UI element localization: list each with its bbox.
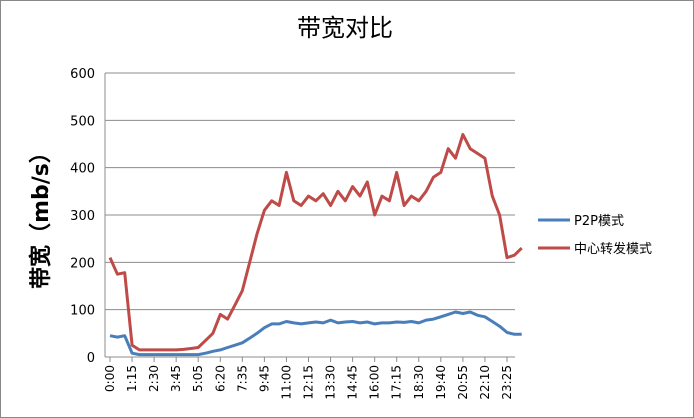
chart-title: 带宽对比 xyxy=(297,14,393,42)
x-tick-label: 0:00 xyxy=(103,365,117,392)
x-tick-label: 13:30 xyxy=(324,365,338,400)
y-axis-label: 带宽（mb/s） xyxy=(28,141,54,289)
y-tick-label: 500 xyxy=(70,114,95,129)
x-tick-label: 22:10 xyxy=(478,365,492,400)
legend-label: 中心转发模式 xyxy=(574,241,652,257)
x-tick-label: 9:45 xyxy=(257,365,271,392)
x-tick-label: 18:30 xyxy=(412,365,426,400)
y-tick-label: 300 xyxy=(70,209,95,224)
x-tick-label: 1:15 xyxy=(125,365,139,392)
x-tick-label: 20:55 xyxy=(456,365,470,400)
x-tick-label: 16:00 xyxy=(368,365,382,400)
y-tick-label: 100 xyxy=(70,304,95,319)
series-line xyxy=(108,133,523,352)
x-tick-label: 23:25 xyxy=(500,365,514,400)
x-tick-label: 6:20 xyxy=(213,365,227,392)
x-tick-label: 17:15 xyxy=(390,365,404,400)
y-tick-label: 400 xyxy=(70,162,95,177)
x-tick-label: 2:30 xyxy=(147,365,161,392)
y-tick-label: 600 xyxy=(70,67,95,82)
series-line xyxy=(109,310,522,357)
x-tick-label: 11:00 xyxy=(279,365,293,400)
x-tick-label: 14:45 xyxy=(346,365,360,400)
x-tick-label: 12:15 xyxy=(302,365,316,400)
x-tick-label: 7:35 xyxy=(235,365,249,392)
legend-label: P2P模式 xyxy=(574,214,624,229)
x-tick-label: 3:45 xyxy=(169,365,183,392)
y-tick-label: 0 xyxy=(87,351,95,366)
x-tick-label: 19:40 xyxy=(434,365,448,400)
y-tick-label: 200 xyxy=(70,256,95,271)
x-tick-label: 5:05 xyxy=(191,365,205,392)
